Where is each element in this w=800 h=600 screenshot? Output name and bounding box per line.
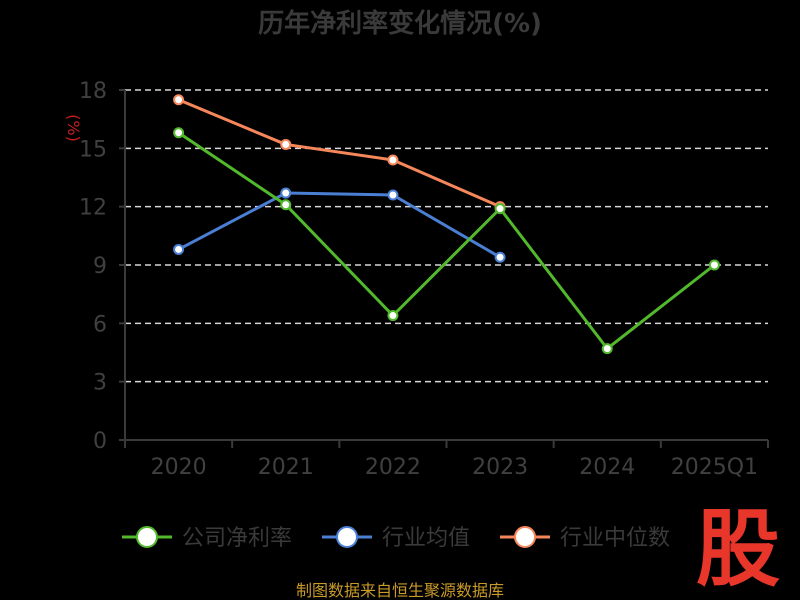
legend-swatch-marker xyxy=(336,526,358,548)
y-tick-label: 18 xyxy=(79,79,107,104)
data-point xyxy=(494,251,506,263)
y-tick-label: 6 xyxy=(93,312,107,337)
legend-swatch-marker xyxy=(514,526,536,548)
x-tick-label: 2023 xyxy=(472,455,528,480)
x-tick-label: 2024 xyxy=(579,455,635,480)
data-point xyxy=(280,138,292,150)
y-ticks: 0 3 6 9 12 15 18 xyxy=(79,79,125,454)
y-tick-label: 12 xyxy=(79,196,107,221)
data-point xyxy=(280,199,292,211)
data-point xyxy=(280,187,292,199)
legend-item: 行业中位数 xyxy=(500,526,670,551)
data-point xyxy=(387,154,399,166)
series-group xyxy=(173,187,506,263)
series-group xyxy=(173,127,720,355)
data-point xyxy=(601,343,613,355)
data-point xyxy=(387,310,399,322)
y-tick-label: 3 xyxy=(93,371,107,396)
data-point xyxy=(708,259,720,271)
legend-item: 公司净利率 xyxy=(122,526,292,551)
legend-item: 行业均值 xyxy=(322,526,470,551)
data-point xyxy=(387,189,399,201)
data-point xyxy=(494,203,506,215)
data-point xyxy=(173,127,185,139)
x-tick-label: 2021 xyxy=(258,455,314,480)
legend-swatch-marker xyxy=(136,526,158,548)
y-tick-label: 0 xyxy=(93,429,107,454)
legend-label: 公司净利率 xyxy=(182,526,292,551)
y-tick-label: 9 xyxy=(93,254,107,279)
grid xyxy=(125,89,768,383)
legend: 公司净利率 行业均值 行业中位数 xyxy=(122,526,670,551)
series-line xyxy=(177,191,501,259)
x-ticks: 2020 2021 2022 2023 2024 2025Q1 xyxy=(124,440,769,480)
series-group xyxy=(173,94,506,213)
y-tick-label: 15 xyxy=(79,137,107,162)
series xyxy=(173,94,720,355)
x-tick-label: 2022 xyxy=(365,455,421,480)
legend-label: 行业中位数 xyxy=(560,526,670,551)
series-line xyxy=(178,98,501,209)
y-axis-unit-label: (%) xyxy=(64,114,83,142)
series-line xyxy=(177,131,716,351)
brand-logo-glyph: 股 xyxy=(696,500,780,598)
x-tick-label: 2020 xyxy=(151,455,207,480)
chart-title: 历年净利率变化情况(%) xyxy=(258,8,542,39)
data-point xyxy=(173,243,185,255)
source-note: 制图数据来自恒生聚源数据库 xyxy=(296,581,504,600)
data-point xyxy=(173,94,185,106)
x-tick-label: 2025Q1 xyxy=(671,455,758,480)
legend-label: 行业均值 xyxy=(382,526,470,551)
